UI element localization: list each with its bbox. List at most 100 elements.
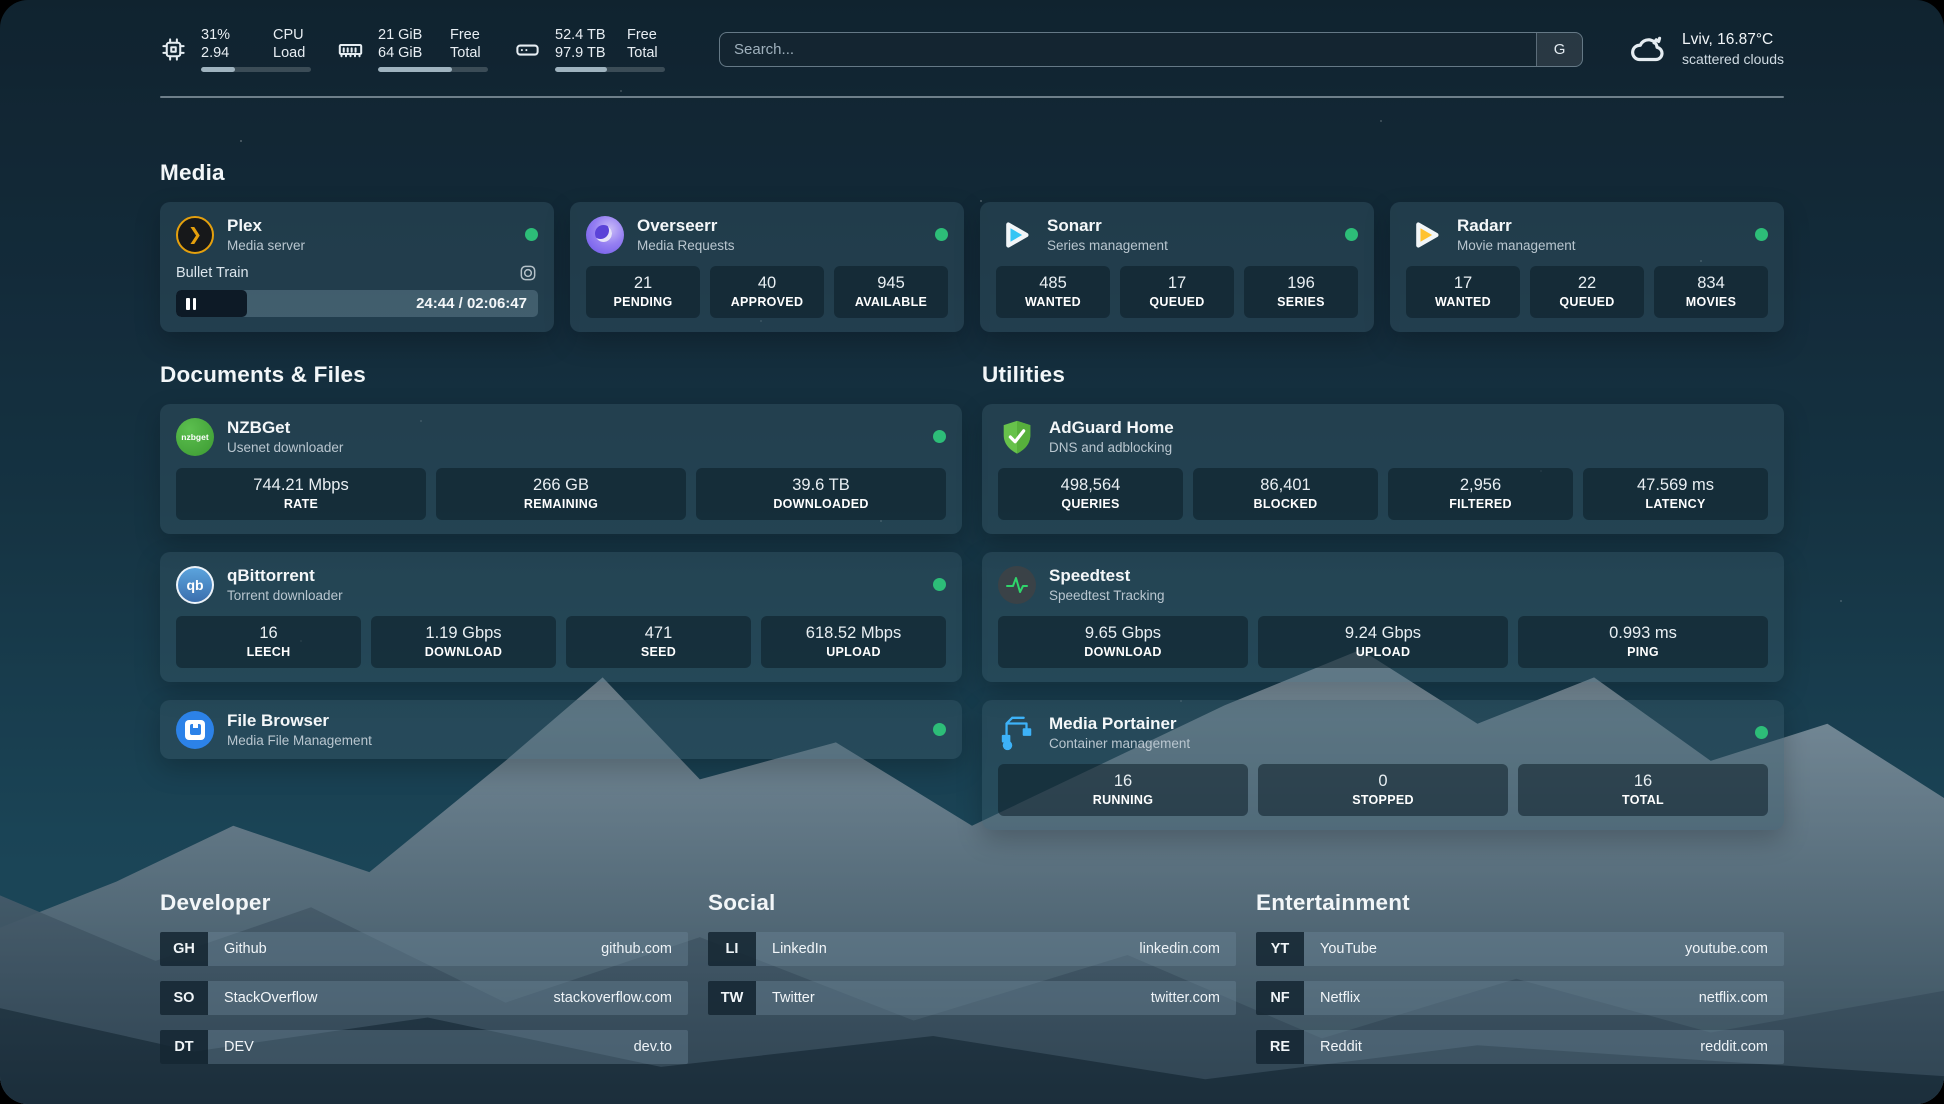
playback-time: 24:44 / 02:06:47 — [416, 295, 527, 312]
search-engine-button[interactable]: G — [1536, 32, 1583, 66]
qbittorrent-card[interactable]: qb qBittorrent Torrent downloader 16 LEEC… — [160, 552, 962, 682]
overseerr-card[interactable]: Overseerr Media Requests 21 PENDING 40 APP… — [570, 202, 964, 332]
playback-progressbar[interactable]: 24:44 / 02:06:47 — [176, 290, 538, 317]
stat-tile: 40 APPROVED — [710, 266, 824, 318]
app-name: Speedtest — [1049, 566, 1131, 585]
stat-tile: 16 TOTAL — [1518, 764, 1768, 816]
documents-column: Documents & Files nzbget NZBGet Usenet d… — [160, 362, 962, 759]
sonarr-card[interactable]: Sonarr Series management 485 WANTED 17 QUE… — [980, 202, 1374, 332]
link-row-dev[interactable]: DT DEV dev.to — [160, 1030, 688, 1064]
media-cards-row: ❯ Plex Media server Bullet Train — [160, 202, 1784, 332]
social-links: Social LI LinkedIn linkedin.com TW Twitt… — [708, 890, 1236, 1064]
app-name: Plex — [227, 216, 262, 235]
speedtest-icon — [998, 565, 1036, 604]
app-name: AdGuard Home — [1049, 418, 1174, 437]
link-row-linkedin[interactable]: LI LinkedIn linkedin.com — [708, 932, 1236, 966]
stat-tile: 498,564 QUERIES — [998, 468, 1183, 520]
link-abbr: TW — [708, 981, 756, 1015]
cloud-icon — [1631, 36, 1664, 62]
app-desc: Torrent downloader — [227, 588, 343, 603]
cpu-icon — [162, 37, 185, 61]
portainer-card[interactable]: Media Portainer Container management 16 R… — [982, 700, 1784, 830]
link-name: StackOverflow — [224, 990, 318, 1006]
stat-tile: 471 SEED — [566, 616, 751, 668]
status-dot — [933, 723, 946, 736]
status-dot — [1755, 228, 1768, 241]
app-desc: Series management — [1047, 238, 1168, 253]
section-title-documents: Documents & Files — [160, 362, 366, 387]
link-url: linkedin.com — [1139, 941, 1220, 957]
section-title-social: Social — [708, 890, 776, 915]
link-abbr: LI — [708, 932, 756, 966]
stat-tile: 16 RUNNING — [998, 764, 1248, 816]
disk-values: 52.4 TB 97.9 TB — [555, 27, 606, 61]
link-row-stackoverflow[interactable]: SO StackOverflow stackoverflow.com — [160, 981, 688, 1015]
link-row-reddit[interactable]: RE Reddit reddit.com — [1256, 1030, 1784, 1064]
link-abbr: DT — [160, 1030, 208, 1064]
status-dot — [525, 228, 538, 241]
app-desc: Media File Management — [227, 733, 372, 748]
link-abbr: NF — [1256, 981, 1304, 1015]
disk-icon — [516, 44, 539, 56]
plex-card[interactable]: ❯ Plex Media server Bullet Train — [160, 202, 554, 332]
cpu-labels: CPU Load — [273, 27, 306, 61]
radarr-icon — [1406, 216, 1444, 254]
stat-tile: 196 SERIES — [1244, 266, 1358, 318]
radarr-card[interactable]: Radarr Movie management 17 WANTED 22 QUEUE… — [1390, 202, 1784, 332]
app-name: Overseerr — [637, 216, 718, 235]
app-name: qBittorrent — [227, 566, 315, 585]
stat-tile: 9.65 Gbps DOWNLOAD — [998, 616, 1248, 668]
search-bar[interactable]: G — [719, 31, 1584, 67]
ram-stat: 21 GiB 64 GiB Free Total — [337, 26, 488, 72]
disk-stat: 52.4 TB 97.9 TB Free Total — [514, 26, 665, 72]
stat-tile: 47.569 ms LATENCY — [1583, 468, 1768, 520]
filebrowser-card[interactable]: File Browser Media File Management — [160, 700, 962, 759]
weather-widget: Lviv, 16.87°C scattered clouds — [1627, 28, 1784, 70]
stat-tile: 17 WANTED — [1406, 266, 1520, 318]
stat-tile: 618.52 Mbps UPLOAD — [761, 616, 946, 668]
section-title-utilities: Utilities — [982, 362, 1066, 387]
link-url: stackoverflow.com — [553, 990, 672, 1006]
status-dot — [935, 228, 948, 241]
link-name: Github — [224, 941, 267, 957]
link-url: netflix.com — [1698, 990, 1768, 1006]
link-row-youtube[interactable]: YT YouTube youtube.com — [1256, 932, 1784, 966]
speedtest-card[interactable]: Speedtest Speedtest Tracking 9.65 Gbps DO… — [982, 552, 1784, 682]
link-row-twitter[interactable]: TW Twitter twitter.com — [708, 981, 1236, 1015]
developer-links: Developer GH Github github.com SO StackO… — [160, 890, 688, 1064]
stat-tile: 945 AVAILABLE — [834, 266, 948, 318]
pause-icon[interactable] — [186, 297, 196, 310]
link-row-github[interactable]: GH Github github.com — [160, 932, 688, 966]
top-bar: 31% 2.94 CPU Load — [160, 0, 1784, 72]
stat-tile: 22 QUEUED — [1530, 266, 1644, 318]
ram-labels: Free Total — [450, 27, 481, 61]
cpu-values: 31% 2.94 — [201, 27, 231, 61]
settings-icon[interactable] — [518, 263, 538, 283]
app-name: File Browser — [227, 711, 330, 730]
now-playing-title: Bullet Train — [176, 265, 249, 281]
stat-tile: 21 PENDING — [586, 266, 700, 318]
link-abbr: SO — [160, 981, 208, 1015]
system-stats: 31% 2.94 CPU Load — [160, 26, 665, 72]
stat-tile: 266 GB REMAINING — [436, 468, 686, 520]
link-row-netflix[interactable]: NF Netflix netflix.com — [1256, 981, 1784, 1015]
app-desc: Media Requests — [637, 238, 735, 253]
link-name: Reddit — [1320, 1039, 1362, 1055]
stat-tile: 0.993 ms PING — [1518, 616, 1768, 668]
app-desc: Media server — [227, 238, 306, 253]
link-name: LinkedIn — [772, 941, 827, 957]
app-name: Sonarr — [1047, 216, 1102, 235]
stat-tile: 16 LEECH — [176, 616, 361, 668]
search-input[interactable] — [720, 32, 1537, 66]
ram-progressbar — [378, 67, 488, 72]
adguard-card[interactable]: AdGuard Home DNS and adblocking 498,564 Q… — [982, 404, 1784, 534]
status-dot — [933, 578, 946, 591]
stat-tile: 834 MOVIES — [1654, 266, 1768, 318]
status-dot — [1755, 726, 1768, 739]
cpu-stat: 31% 2.94 CPU Load — [160, 26, 311, 72]
link-url: github.com — [601, 941, 672, 957]
nzbget-card[interactable]: nzbget NZBGet Usenet downloader 744.21 M… — [160, 404, 962, 534]
section-title-media: Media — [160, 160, 225, 185]
overseerr-icon — [586, 215, 624, 254]
